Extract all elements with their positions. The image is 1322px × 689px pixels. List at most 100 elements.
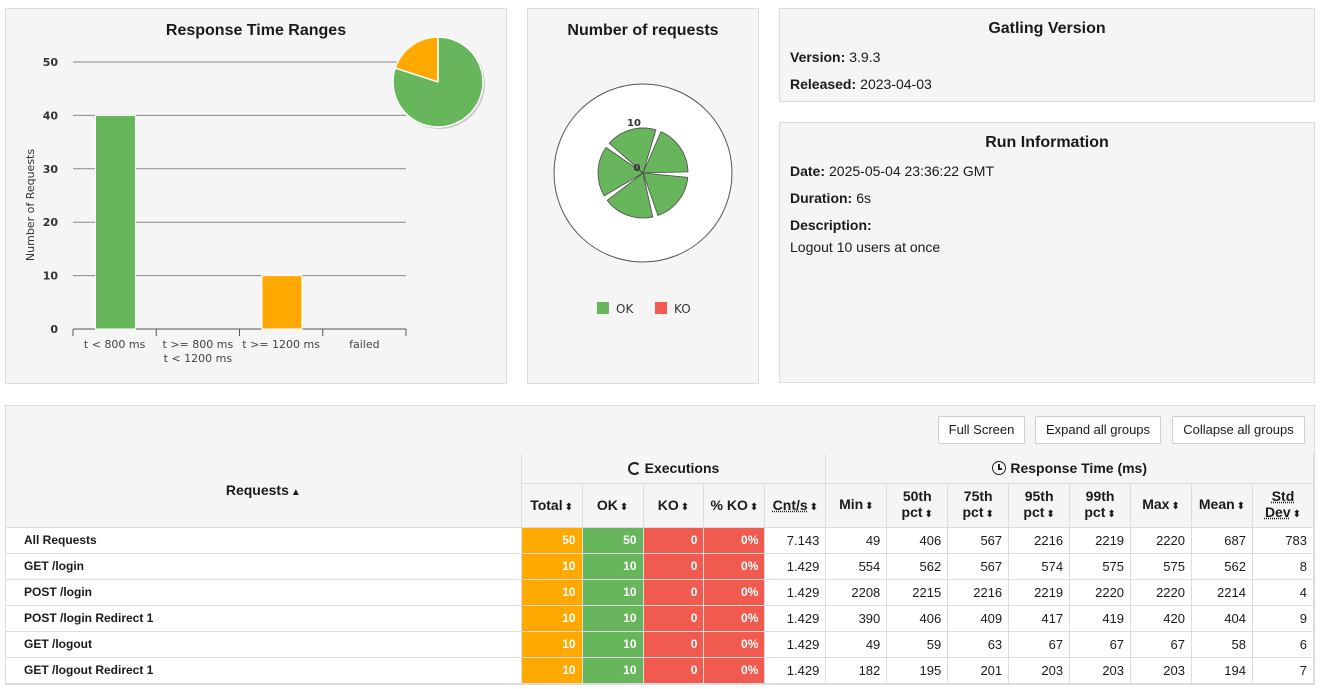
requests-column-header[interactable]: Requests ▲ — [6, 454, 522, 528]
full-screen-button[interactable]: Full Screen — [938, 416, 1025, 444]
table-cell: 9 — [1252, 605, 1315, 632]
table-cell: 562 — [1191, 553, 1253, 580]
pie-slice[interactable] — [392, 36, 484, 128]
sort-icon: ⬍ — [564, 502, 573, 513]
table-cell: 0 — [643, 657, 705, 684]
number-of-requests-title: Number of requests — [567, 22, 719, 39]
table-cell: 567 — [947, 527, 1010, 554]
pie-slice[interactable] — [394, 36, 439, 84]
table-cell: 574 — [1008, 553, 1071, 580]
table-cell: 2216 — [1008, 527, 1071, 554]
request-name-cell[interactable]: GET /logout Redirect 1 — [6, 657, 522, 684]
table-cell: 10 — [582, 657, 644, 684]
table-cell: 575 — [1130, 553, 1192, 580]
rt-col-mean[interactable]: Mean ⬍ — [1191, 483, 1253, 528]
request-name-cell[interactable]: GET /logout — [6, 631, 522, 658]
rt-col-max[interactable]: Max ⬍ — [1130, 483, 1192, 528]
rt-col-99th-pct[interactable]: 99th pct ⬍ — [1069, 483, 1132, 528]
number-of-requests-panel: Number of requests 10 0 OK KO — [527, 8, 759, 384]
table-cell: 203 — [1008, 657, 1071, 684]
polar-tick-min: 0 — [634, 163, 641, 174]
sort-icon: ⬍ — [1107, 508, 1116, 520]
table-row[interactable]: GET /login 10 10 0 0% 1.429 554 562 567 574 575 575… — [6, 553, 1315, 580]
run-information-title: Run Information — [985, 134, 1109, 151]
table-cell: 67 — [1130, 631, 1192, 658]
description-label: Description: — [790, 217, 872, 233]
table-cell: 404 — [1191, 605, 1253, 632]
sort-icon: ⬍ — [924, 508, 933, 520]
table-cell: 4 — [1252, 579, 1315, 606]
column-label-line2: pct — [962, 503, 984, 520]
exec-col-total[interactable]: Total ⬍ — [521, 483, 583, 528]
x-tick-label: failed — [349, 338, 379, 351]
polar-slice[interactable] — [642, 172, 689, 216]
x-tick-label: t >= 800 ms — [163, 338, 234, 351]
table-cell: 419 — [1069, 605, 1132, 632]
request-name-cell[interactable]: POST /login — [6, 579, 522, 606]
bar[interactable] — [94, 114, 136, 330]
table-cell: 58 — [1191, 631, 1253, 658]
released-line: Released: 2023-04-03 — [790, 76, 932, 92]
table-row[interactable]: GET /logout 10 10 0 0% 1.429 49 59 63 67 67 67 58 6 — [6, 631, 1315, 658]
y-tick-label: 50 — [43, 56, 59, 69]
table-cell: 67 — [1069, 631, 1132, 658]
table-row[interactable]: POST /login 10 10 0 0% 1.429 2208 2215 2216 2219 2… — [6, 579, 1315, 606]
exec-col-ko[interactable]: % KO ⬍ — [703, 483, 766, 528]
rt-col-min[interactable]: Min ⬍ — [825, 483, 888, 528]
table-row[interactable]: POST /login Redirect 1 10 10 0 0% 1.429 390 406… — [6, 605, 1315, 632]
table-cell: 0% — [703, 527, 766, 554]
exec-col-ok[interactable]: OK ⬍ — [582, 483, 644, 528]
collapse-all-groups-button[interactable]: Collapse all groups — [1172, 416, 1305, 444]
table-cell: 2214 — [1191, 579, 1253, 606]
legend-ok[interactable]: OK — [597, 302, 634, 316]
column-label: Mean — [1198, 495, 1235, 512]
table-cell: 0% — [703, 657, 766, 684]
column-label: KO — [657, 497, 679, 513]
response-time-header-label: Response Time (ms) — [1010, 460, 1147, 477]
sort-icon: ⬍ — [865, 500, 874, 512]
table-row[interactable]: All Requests 50 50 0 0% 7.143 49 406 567 2216 2219… — [6, 527, 1315, 554]
exec-col-cnt-s[interactable]: Cnt/s ⬍ — [764, 483, 827, 528]
table-cell: 7.143 — [764, 527, 827, 554]
table-cell: 0% — [703, 605, 766, 632]
x-tick-label: t >= 1200 ms — [242, 338, 320, 351]
sort-icon: ⬍ — [680, 502, 690, 513]
table-row[interactable]: GET /logout Redirect 1 10 10 0 0% 1.429 182 195… — [6, 657, 1315, 684]
request-name-cell[interactable]: All Requests — [6, 527, 522, 554]
rt-col-95th-pct[interactable]: 95th pct ⬍ — [1008, 483, 1071, 528]
column-label-line2: pct — [1023, 503, 1045, 520]
polar-slice[interactable] — [642, 131, 689, 174]
legend-ko[interactable]: KO — [655, 302, 691, 316]
rt-col-std-dev[interactable]: Std Dev ⬍ — [1252, 483, 1315, 528]
request-name-cell[interactable]: GET /login — [6, 553, 522, 580]
rt-col-50th-pct[interactable]: 50th pct ⬍ — [886, 483, 949, 528]
column-label: OK — [596, 497, 618, 513]
clock-icon — [992, 461, 1007, 476]
response-time-ranges-chart: Number of Requests 0 10 20 30 40 50 t < 800 m… — [24, 36, 485, 365]
table-cell: 10 — [582, 579, 644, 606]
sort-asc-icon: ▲ — [290, 487, 301, 499]
rt-col-75th-pct[interactable]: 75th pct ⬍ — [947, 483, 1010, 528]
table-cell: 406 — [886, 527, 949, 554]
sort-icon: ⬍ — [985, 508, 994, 520]
table-cell: 0% — [703, 579, 766, 606]
expand-all-groups-button[interactable]: Expand all groups — [1035, 416, 1161, 444]
polar-slice[interactable] — [608, 127, 657, 174]
table-cell: 10 — [521, 605, 583, 632]
request-name-cell[interactable]: POST /login Redirect 1 — [6, 605, 522, 632]
gatling-version-panel: Gatling Version Version: 3.9.3 Released: 2… — [779, 8, 1315, 102]
date-line: Date: 2025-05-04 23:36:22 GMT — [790, 163, 994, 179]
bar[interactable] — [261, 275, 303, 330]
table-cell: 203 — [1069, 657, 1132, 684]
table-cell: 406 — [886, 605, 949, 632]
version-value: 3.9.3 — [849, 49, 881, 65]
polar-slice[interactable] — [606, 172, 654, 219]
polar-slice[interactable] — [597, 146, 644, 197]
table-cell: 0 — [643, 631, 705, 658]
table-cell: 7 — [1252, 657, 1315, 684]
exec-col-ko[interactable]: KO ⬍ — [643, 483, 705, 528]
released-label: Released: — [790, 76, 857, 92]
table-cell: 2220 — [1069, 579, 1132, 606]
column-label: % KO — [710, 497, 748, 513]
table-cell: 10 — [582, 605, 644, 632]
